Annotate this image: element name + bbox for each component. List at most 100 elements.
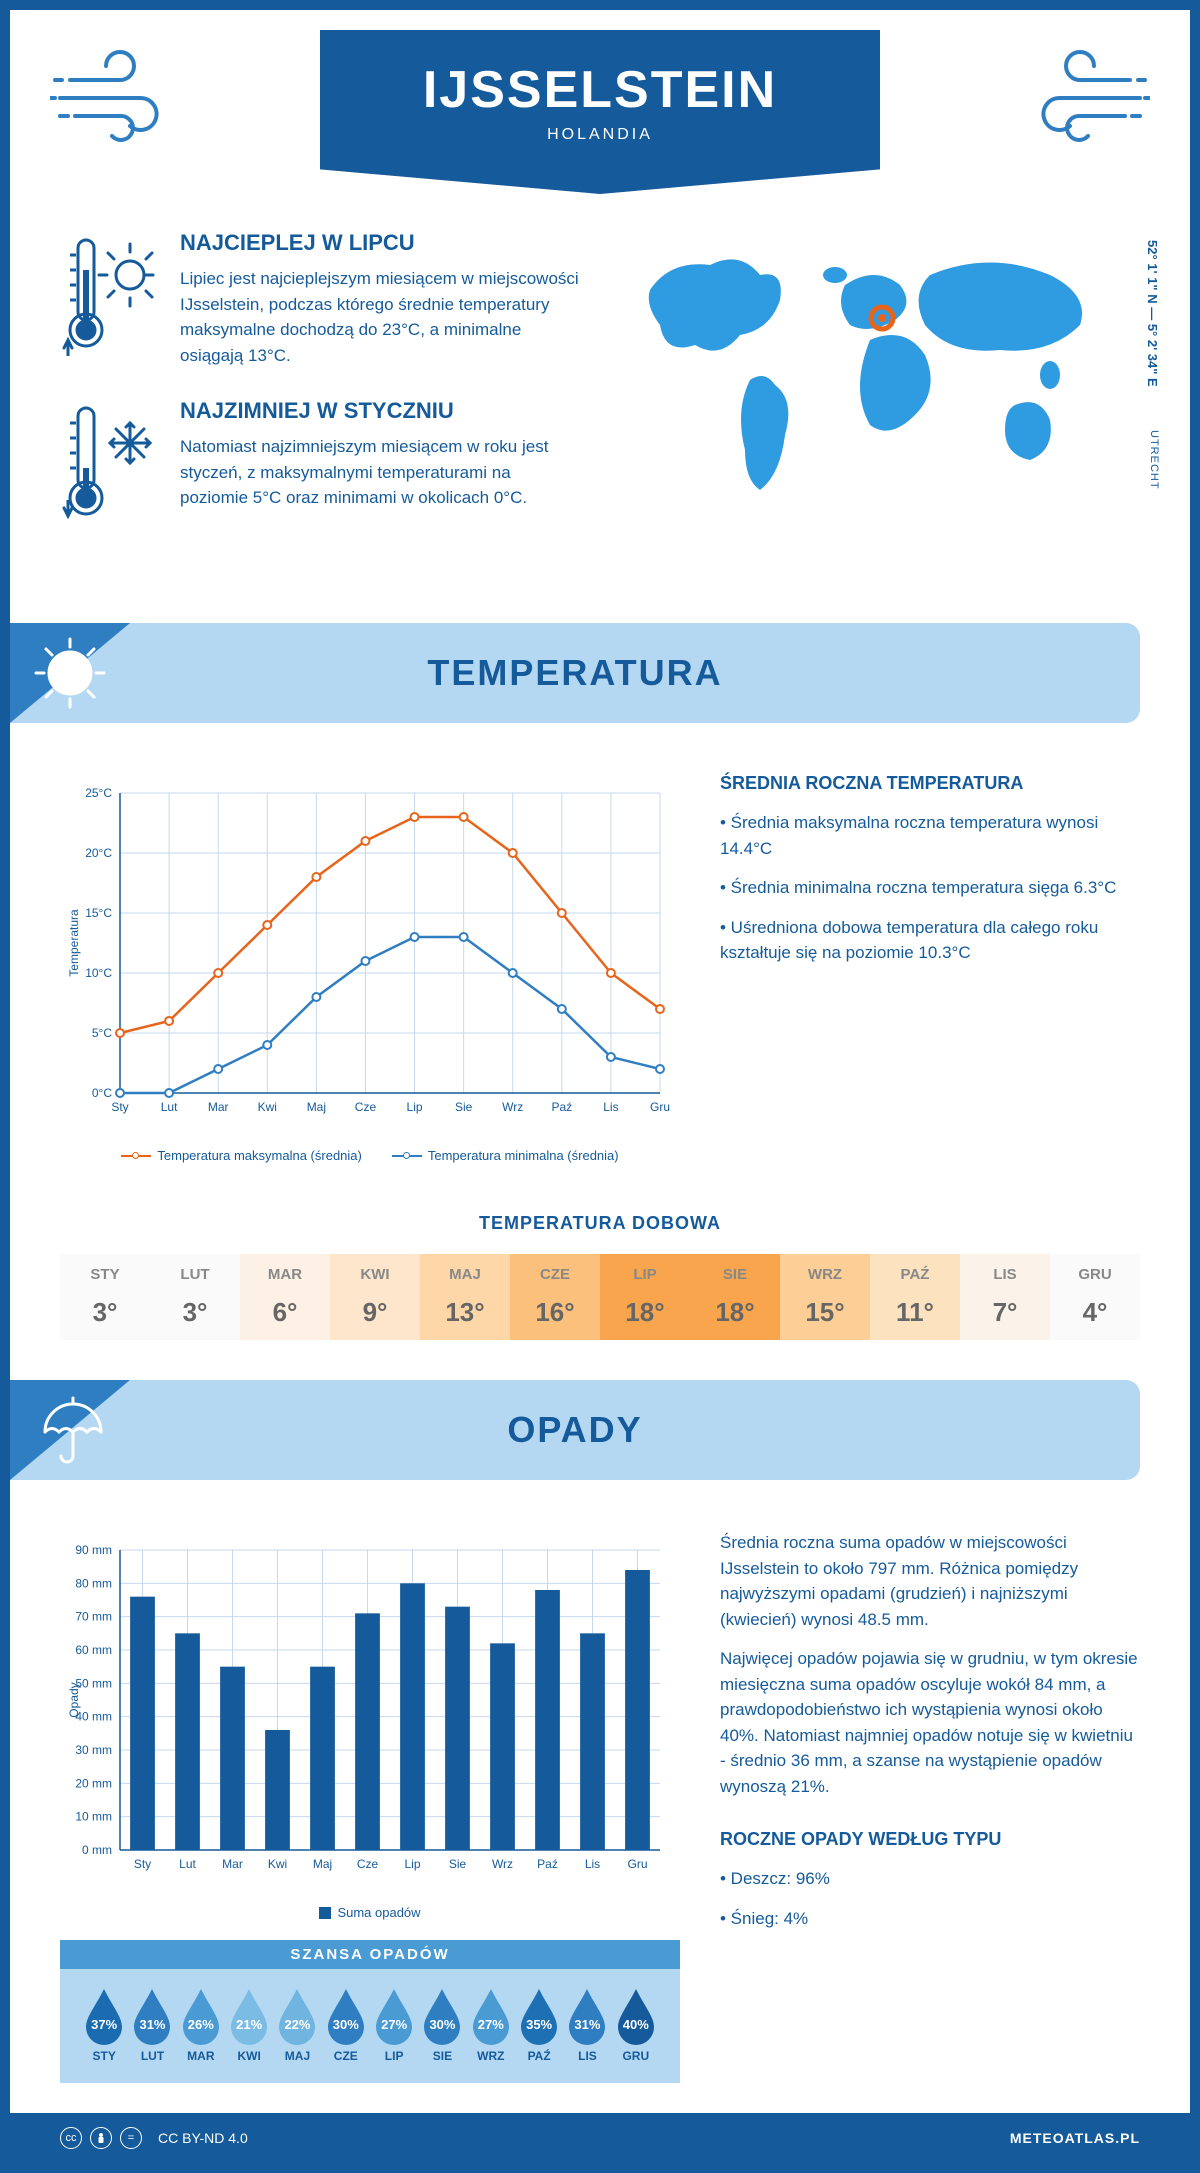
rain-chance-drop: 35% PAŹ xyxy=(515,1985,563,2063)
intro-section: NAJCIEPLEJ W LIPCU Lipiec jest najcieple… xyxy=(10,210,1190,603)
svg-text:70 mm: 70 mm xyxy=(75,1610,112,1624)
temperature-header: TEMPERATURA xyxy=(10,623,1140,723)
svg-text:0°C: 0°C xyxy=(92,1086,112,1100)
license-text: CC BY-ND 4.0 xyxy=(158,2130,248,2146)
svg-text:Sie: Sie xyxy=(455,1100,473,1114)
svg-text:Gru: Gru xyxy=(627,1857,647,1871)
svg-text:Mar: Mar xyxy=(222,1857,243,1871)
city-name: IJSSELSTEIN xyxy=(320,60,880,120)
daily-temp-cell: KWI9° xyxy=(330,1254,420,1340)
daily-temp-cell: PAŹ11° xyxy=(870,1254,960,1340)
svg-text:Lip: Lip xyxy=(404,1857,420,1871)
site-name: METEOATLAS.PL xyxy=(1010,2130,1140,2146)
svg-text:Gru: Gru xyxy=(650,1100,670,1114)
daily-temp-cell: LUT3° xyxy=(150,1254,240,1340)
thermometer-hot-icon xyxy=(60,230,160,368)
rain-chance-drop: 30% CZE xyxy=(322,1985,370,2063)
page-frame: IJSSELSTEIN HOLANDIA xyxy=(0,0,1200,2173)
precip-legend: Suma opadów xyxy=(60,1905,680,1920)
svg-text:Kwi: Kwi xyxy=(268,1857,287,1871)
daily-temp-cell: STY3° xyxy=(60,1254,150,1340)
umbrella-icon xyxy=(30,1390,110,1475)
precip-chart: 0 mm10 mm20 mm30 mm40 mm50 mm60 mm70 mm8… xyxy=(60,1530,680,2083)
temperature-chart: 0°C5°C10°C15°C20°C25°CStyLutMarKwiMajCze… xyxy=(60,773,680,1163)
daily-temp-cell: WRZ15° xyxy=(780,1254,870,1340)
header: IJSSELSTEIN HOLANDIA xyxy=(10,10,1190,210)
legend-min-label: Temperatura minimalna (średnia) xyxy=(428,1148,619,1163)
precip-para-2: Najwięcej opadów pojawia się w grudniu, … xyxy=(720,1646,1140,1799)
rain-chance-drop: 22% MAJ xyxy=(273,1985,321,2063)
temp-bullet-1: • Średnia minimalna roczna temperatura s… xyxy=(720,875,1140,901)
rain-chance-title: SZANSA OPADÓW xyxy=(60,1940,680,1969)
svg-text:Cze: Cze xyxy=(355,1100,377,1114)
temp-stats-title: ŚREDNIA ROCZNA TEMPERATURA xyxy=(720,773,1140,794)
title-banner: IJSSELSTEIN HOLANDIA xyxy=(320,30,880,194)
svg-text:Paź: Paź xyxy=(537,1857,558,1871)
legend-max-label: Temperatura maksymalna (średnia) xyxy=(157,1148,361,1163)
svg-text:Mar: Mar xyxy=(208,1100,229,1114)
precip-type-0: • Deszcz: 96% xyxy=(720,1866,1140,1892)
daily-temp-cell: LIS7° xyxy=(960,1254,1050,1340)
temp-bullet-0: • Średnia maksymalna roczna temperatura … xyxy=(720,810,1140,861)
nd-icon: = xyxy=(120,2127,142,2149)
svg-text:10 mm: 10 mm xyxy=(75,1810,112,1824)
daily-temp-cell: GRU4° xyxy=(1050,1254,1140,1340)
svg-text:0 mm: 0 mm xyxy=(82,1843,112,1857)
fact-warmest-title: NAJCIEPLEJ W LIPCU xyxy=(180,230,580,256)
temperature-title: TEMPERATURA xyxy=(427,652,722,694)
svg-text:25°C: 25°C xyxy=(85,786,112,800)
temperature-legend: Temperatura maksymalna (średnia) Tempera… xyxy=(60,1148,680,1163)
world-map: 52° 1' 1" N — 5° 2' 34" E UTRECHT xyxy=(620,230,1140,563)
svg-text:Maj: Maj xyxy=(307,1100,326,1114)
daily-temp-cell: MAJ13° xyxy=(420,1254,510,1340)
fact-warmest: NAJCIEPLEJ W LIPCU Lipiec jest najcieple… xyxy=(60,230,580,368)
region-label: UTRECHT xyxy=(1148,430,1160,490)
country-name: HOLANDIA xyxy=(320,126,880,144)
daily-temp-cell: CZE16° xyxy=(510,1254,600,1340)
precip-para-1: Średnia roczna suma opadów w miejscowośc… xyxy=(720,1530,1140,1632)
by-icon xyxy=(90,2127,112,2149)
svg-text:Kwi: Kwi xyxy=(258,1100,277,1114)
legend-bar-label: Suma opadów xyxy=(337,1905,420,1920)
daily-temp-cell: MAR6° xyxy=(240,1254,330,1340)
rain-chance-drop: 30% SIE xyxy=(418,1985,466,2063)
svg-text:80 mm: 80 mm xyxy=(75,1576,112,1590)
rain-chance-drop: 26% MAR xyxy=(177,1985,225,2063)
svg-text:Lut: Lut xyxy=(179,1857,196,1871)
svg-text:Temperatura: Temperatura xyxy=(67,909,81,977)
rain-chance-drop: 31% LUT xyxy=(128,1985,176,2063)
daily-temp-table: STY3°LUT3°MAR6°KWI9°MAJ13°CZE16°LIP18°SI… xyxy=(60,1254,1140,1340)
precip-type-title: ROCZNE OPADY WEDŁUG TYPU xyxy=(720,1829,1140,1850)
svg-text:Lut: Lut xyxy=(161,1100,178,1114)
svg-text:Sty: Sty xyxy=(111,1100,128,1114)
cc-icon: cc xyxy=(60,2127,82,2149)
svg-text:Wrz: Wrz xyxy=(502,1100,523,1114)
svg-text:10°C: 10°C xyxy=(85,966,112,980)
temperature-stats: ŚREDNIA ROCZNA TEMPERATURA • Średnia mak… xyxy=(720,773,1140,1163)
wind-icon-right xyxy=(1010,40,1150,155)
daily-temp-cell: SIE18° xyxy=(690,1254,780,1340)
svg-text:Paź: Paź xyxy=(551,1100,572,1114)
svg-text:60 mm: 60 mm xyxy=(75,1643,112,1657)
svg-text:20°C: 20°C xyxy=(85,846,112,860)
rain-chance-drop: 37% STY xyxy=(80,1985,128,2063)
svg-text:Maj: Maj xyxy=(313,1857,332,1871)
svg-text:Lip: Lip xyxy=(407,1100,423,1114)
precip-title: OPADY xyxy=(507,1409,642,1451)
svg-text:Opady: Opady xyxy=(67,1682,81,1717)
precip-header: OPADY xyxy=(10,1380,1140,1480)
fact-warmest-text: Lipiec jest najcieplejszym miesiącem w m… xyxy=(180,266,580,368)
svg-text:Lis: Lis xyxy=(603,1100,618,1114)
svg-text:Sty: Sty xyxy=(134,1857,151,1871)
fact-coldest: NAJZIMNIEJ W STYCZNIU Natomiast najzimni… xyxy=(60,398,580,533)
rain-chance-drop: 27% WRZ xyxy=(467,1985,515,2063)
wind-icon-left xyxy=(50,40,190,155)
daily-temp-cell: LIP18° xyxy=(600,1254,690,1340)
daily-temp-title: TEMPERATURA DOBOWA xyxy=(10,1213,1190,1234)
rain-chance-drop: 31% LIS xyxy=(563,1985,611,2063)
svg-text:15°C: 15°C xyxy=(85,906,112,920)
precip-stats: Średnia roczna suma opadów w miejscowośc… xyxy=(720,1530,1140,2083)
precip-type-1: • Śnieg: 4% xyxy=(720,1906,1140,1932)
rain-chance-drop: 27% LIP xyxy=(370,1985,418,2063)
svg-text:20 mm: 20 mm xyxy=(75,1776,112,1790)
